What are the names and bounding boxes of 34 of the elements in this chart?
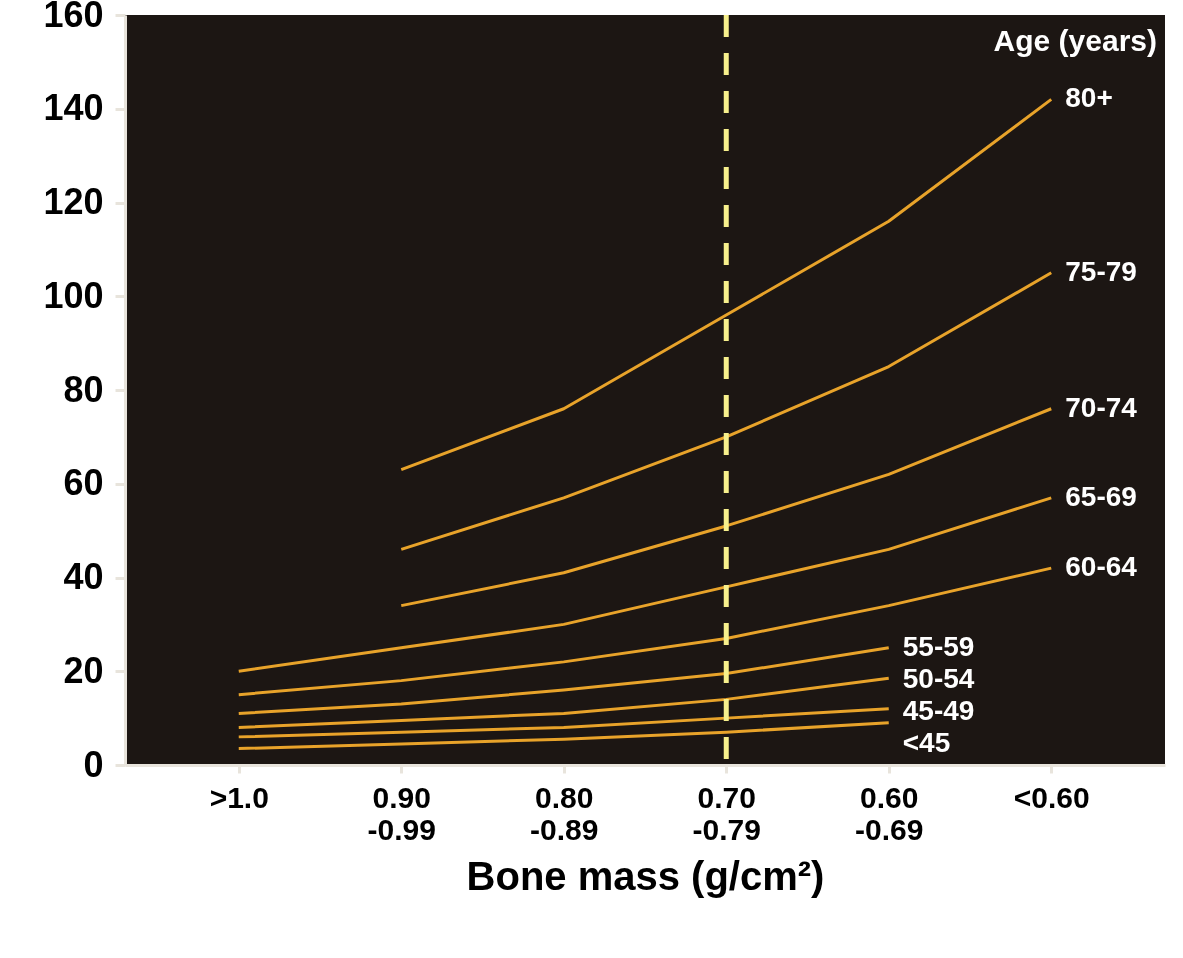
x-tick-label: <0.60: [1013, 780, 1090, 814]
series-label: 60-64: [1065, 551, 1138, 583]
line-series: [237, 721, 891, 751]
x-tick-label: 0.80 -0.89: [530, 780, 599, 846]
line-series: [237, 707, 891, 739]
x-tick-label: 0.60 -0.69: [855, 780, 924, 846]
y-tick-label: 40: [63, 556, 104, 597]
line-series: [237, 646, 891, 715]
series-label: 55-59: [902, 630, 975, 662]
x-tick-label: 0.90 -0.99: [367, 780, 436, 846]
y-tick-label: 60: [63, 462, 104, 504]
y-tick-label: 100: [43, 274, 104, 316]
line-series: [399, 97, 1053, 472]
line-series: [399, 271, 1053, 551]
series-label: 75-79: [1065, 255, 1137, 287]
line-series: [399, 407, 1053, 608]
y-tick-label: 0: [83, 743, 104, 785]
y-tick-label: 160: [43, 0, 104, 35]
y-tick-label: 80: [63, 368, 104, 410]
series-label: 80+: [1065, 82, 1113, 114]
x-tick-label: >1.0: [209, 780, 269, 814]
y-tick-label: 20: [63, 649, 104, 691]
legend-title: Age (years): [993, 24, 1157, 57]
series-label: 65-69: [1065, 480, 1137, 512]
series-label: 50-54: [902, 662, 975, 694]
line-series: [237, 676, 891, 729]
series-label: 45-49: [902, 694, 975, 726]
line-series: [237, 566, 1053, 697]
series-label: <45: [902, 726, 951, 758]
y-tick-label: 140: [43, 87, 104, 129]
x-axis-title: Bone mass (g/cm²): [466, 853, 825, 898]
y-tick-label: 120: [43, 181, 104, 222]
series-label: 70-74: [1065, 391, 1138, 423]
x-tick-label: 0.70 -0.79: [692, 780, 761, 846]
